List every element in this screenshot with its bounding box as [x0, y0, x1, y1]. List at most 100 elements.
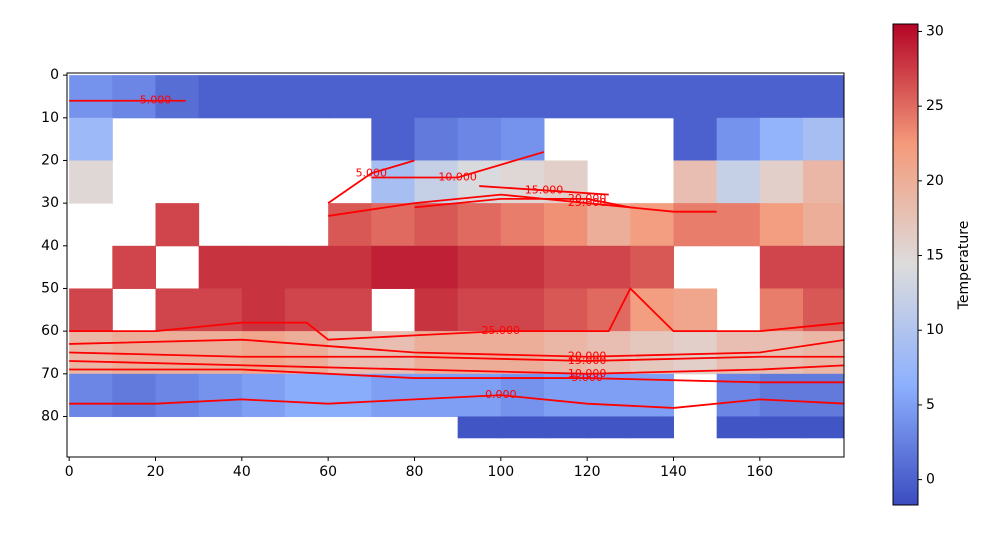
contour-line: [327, 159, 415, 204]
heat-cell: [112, 75, 156, 119]
contour-label: 25.000: [482, 324, 521, 337]
colorbar-tick-label: 0: [926, 472, 935, 488]
contour-label: 15.000: [568, 354, 607, 367]
heat-cell: [414, 117, 459, 161]
contour-label: 10.000: [438, 171, 477, 184]
heat-cell: [500, 245, 545, 289]
heat-cell: [802, 245, 844, 289]
heat-cell: [543, 373, 588, 417]
heat-cell: [673, 288, 718, 332]
heat-cell: [802, 416, 844, 439]
heat-cell: [284, 245, 329, 289]
heat-cell: [802, 75, 844, 119]
colorbar-tick-label: 20: [926, 173, 944, 189]
y-tick-label: 80: [41, 408, 59, 424]
heat-cell: [457, 245, 502, 289]
contour-line: [69, 368, 844, 384]
heat-cell: [543, 288, 588, 332]
heat-cell: [457, 416, 502, 439]
heat-cell: [284, 288, 329, 332]
y-tick-label: 40: [41, 238, 59, 254]
heat-cell: [414, 75, 459, 119]
contour-label: 5.000: [356, 166, 388, 179]
heat-cell: [543, 203, 588, 247]
colorbar: [892, 23, 919, 506]
heat-cell: [802, 160, 844, 204]
contour-line: [69, 394, 844, 409]
contour-line: [479, 185, 609, 196]
heat-cell: [543, 331, 588, 375]
x-tick-label: 60: [319, 464, 337, 480]
heat-cell: [500, 331, 545, 375]
heat-cell: [673, 331, 718, 375]
heat-cell: [414, 245, 459, 289]
contour-line: [371, 151, 545, 179]
heat-cell: [198, 331, 243, 375]
x-tick-label: 80: [406, 464, 424, 480]
heat-cell: [500, 288, 545, 332]
heat-cell: [69, 373, 113, 417]
x-tick-label: 0: [65, 464, 74, 480]
heat-cell: [328, 288, 372, 332]
heat-cell: [414, 373, 459, 417]
heat-cell: [716, 373, 761, 417]
heat-cell: [198, 373, 243, 417]
heat-cell: [328, 75, 372, 119]
heat-cell: [716, 75, 761, 119]
heat-cell: [759, 160, 804, 204]
heat-cell: [241, 331, 286, 375]
heat-cell: [241, 373, 286, 417]
heat-cell: [457, 75, 502, 119]
heat-cell: [716, 416, 761, 439]
contours: [69, 99, 844, 409]
heat-cell: [457, 203, 502, 247]
heat-cell: [587, 416, 631, 439]
colorbar-tick-label: 10: [926, 322, 944, 338]
heat-cell: [759, 117, 804, 161]
heat-cell: [587, 373, 631, 417]
heat-cell: [328, 245, 372, 289]
heat-cell: [241, 288, 286, 332]
contour-label: 10.000: [568, 367, 607, 380]
heat-cell: [371, 373, 415, 417]
heat-cell: [371, 203, 415, 247]
heat-cell: [543, 75, 588, 119]
x-tick-label: 100: [487, 464, 514, 480]
heat-cell: [630, 416, 674, 439]
heat-cell: [155, 331, 200, 375]
heat-cell: [587, 75, 631, 119]
heat-cell: [371, 245, 415, 289]
y-tick-label: 30: [41, 195, 59, 211]
heat-cell: [500, 75, 545, 119]
heat-cell: [759, 245, 804, 289]
heat-cell: [112, 373, 156, 417]
heat-cell: [155, 203, 200, 247]
heat-cell: [673, 160, 718, 204]
heat-cell: [630, 331, 674, 375]
colorbar-label: Temperature: [956, 221, 972, 311]
heat-cell: [587, 203, 631, 247]
heat-cell: [155, 288, 200, 332]
heat-cell: [414, 160, 459, 204]
x-tick-label: 20: [147, 464, 165, 480]
heat-cell: [69, 75, 113, 119]
heat-cell: [716, 203, 761, 247]
contour-line: [414, 197, 631, 209]
heat-cell: [802, 117, 844, 161]
colorbar-tick-label: 15: [926, 248, 944, 264]
heat-cell: [673, 203, 718, 247]
y-tick-label: 70: [41, 366, 59, 382]
colorbar-tick-label: 25: [926, 98, 944, 114]
y-tick-label: 10: [41, 110, 59, 126]
heat-cell: [241, 245, 286, 289]
heat-cell: [198, 245, 243, 289]
heat-cell: [543, 160, 588, 204]
y-tick-label: 50: [41, 280, 59, 296]
heat-cell: [241, 75, 286, 119]
heat-cell: [673, 75, 718, 119]
heat-cell: [630, 245, 674, 289]
heat-cell: [759, 75, 804, 119]
contour-label: 0.000: [485, 388, 517, 401]
heat-cell: [716, 117, 761, 161]
heat-cell: [69, 288, 113, 332]
